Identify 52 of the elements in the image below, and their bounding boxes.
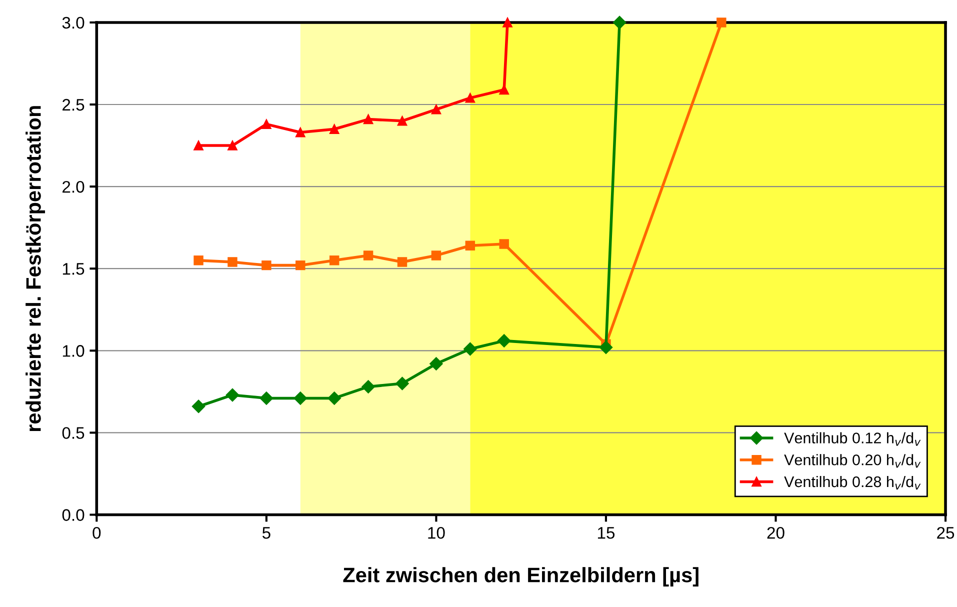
- legend-label: Ventilhub 0.20 h$_{v}$/d$_{v}$: [784, 454, 921, 468]
- y-tick-label: 2.0: [62, 180, 84, 193]
- point: [396, 376, 409, 390]
- point: [465, 93, 476, 103]
- point: [262, 260, 272, 270]
- point: [228, 140, 238, 150]
- point: [194, 256, 204, 266]
- x-tick-label: 10: [428, 526, 445, 539]
- point: [362, 380, 375, 394]
- y-tick-label: 3.0: [62, 16, 84, 29]
- legend-label: Ventilhub 0.12 h$_{v}$/d$_{v}$: [784, 432, 921, 446]
- point: [363, 250, 374, 260]
- legend-label: Ventilhub 0.28 h$_{v}$/d$_{v}$: [784, 476, 921, 490]
- x-tick-label: 20: [767, 526, 784, 539]
- point: [431, 250, 442, 260]
- point: [328, 392, 341, 405]
- y-tick-label: 1.5: [62, 263, 84, 275]
- point: [228, 257, 238, 267]
- point: [612, 16, 626, 30]
- point: [502, 18, 512, 28]
- point: [329, 124, 340, 134]
- point: [599, 340, 613, 354]
- point: [363, 114, 374, 124]
- x-tick-label: 15: [598, 527, 615, 539]
- point: [262, 119, 272, 130]
- y-tick-label: 0.0: [62, 509, 84, 521]
- point: [294, 392, 307, 405]
- y-tick-label: 2.5: [62, 98, 84, 111]
- point: [192, 400, 206, 414]
- y-tick-label: 0.5: [62, 427, 84, 439]
- point: [296, 128, 306, 138]
- point: [329, 256, 340, 266]
- point: [498, 334, 511, 348]
- x-tick-label: 0: [92, 526, 101, 539]
- y-tick-label: 1.0: [62, 345, 84, 357]
- point: [716, 18, 726, 28]
- point: [397, 257, 408, 267]
- point: [296, 260, 306, 270]
- x-axis-title: Zeit zwischen den Einzelbildern [µs]: [343, 567, 698, 587]
- point: [464, 342, 477, 356]
- point: [430, 357, 443, 370]
- x-tick-label: 25: [937, 526, 954, 539]
- point: [431, 104, 442, 114]
- point: [226, 388, 240, 402]
- point: [499, 239, 509, 249]
- point: [397, 116, 408, 126]
- point: [194, 140, 204, 150]
- x-tick-label: 5: [262, 527, 270, 539]
- point: [499, 84, 509, 95]
- point: [260, 392, 274, 405]
- y-axis-title: reduzierte rel. Festkörperrotation: [26, 106, 46, 432]
- point: [465, 240, 476, 250]
